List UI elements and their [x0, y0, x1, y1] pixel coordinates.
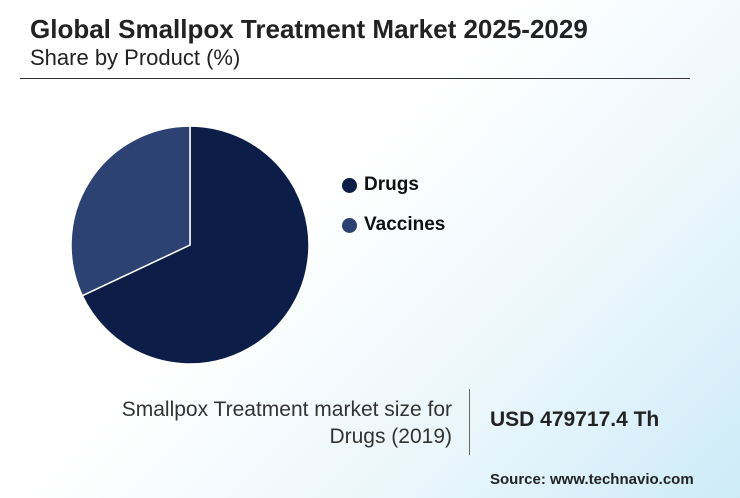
legend-swatch-vaccines [342, 217, 357, 233]
legend-label-vaccines: Vaccines [364, 214, 446, 235]
legend-label-drugs: Drugs [364, 174, 419, 195]
market-size-value: USD 479717.4 Th [490, 408, 660, 431]
stat-divider [469, 389, 470, 455]
legend-item-vaccines: Vaccines [342, 214, 445, 236]
market-size-label: Smallpox Treatment market size for Drugs… [121, 398, 452, 448]
legend-swatch-drugs [342, 177, 357, 193]
legend-item-drugs: Drugs [342, 174, 445, 196]
pie-chart [70, 125, 310, 365]
legend: Drugs Vaccines [342, 174, 445, 254]
source-credit: Source: www.technavio.com [490, 471, 694, 488]
chart-subtitle: Share by Product (%) [30, 45, 241, 70]
pie-slice-drugs [81, 125, 310, 365]
pie-slice-vaccines [70, 125, 191, 297]
title-divider [20, 78, 690, 79]
chart-title: Global Smallpox Treatment Market 2025-20… [30, 14, 588, 44]
